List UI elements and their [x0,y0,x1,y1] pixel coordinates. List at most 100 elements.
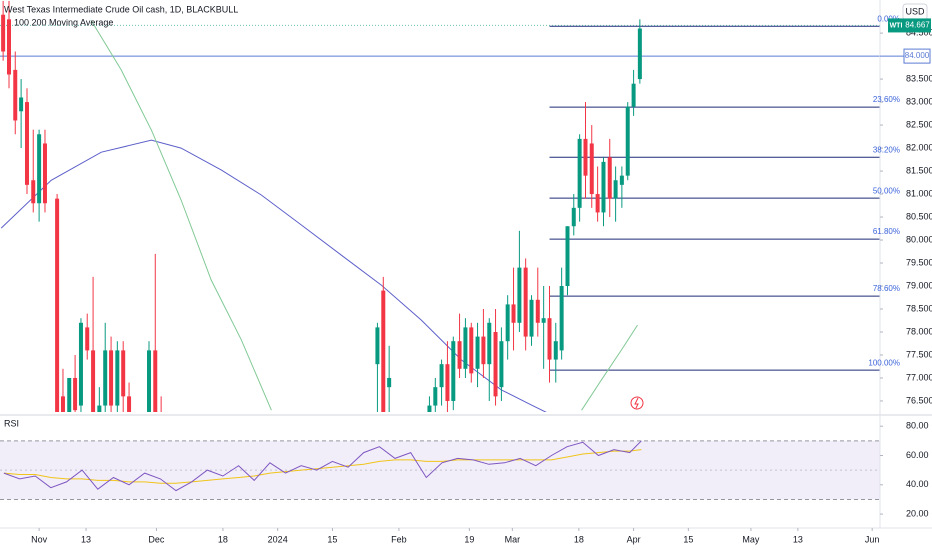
candle-body [463,327,468,369]
x-tick-label: Dec [148,534,165,544]
y-tick-label: 84.500 [906,27,932,37]
y-tick-label: 81.500 [906,165,932,175]
candle-body [115,350,120,406]
fib-label: 50.00% [873,186,900,195]
symbol: WTI [890,22,903,29]
price-pane [0,0,880,412]
candle-body [559,286,564,351]
candle-body [493,331,498,397]
candle-body [505,304,510,342]
candle-body [511,304,516,323]
x-tick-label: 13 [793,534,803,544]
candle-body [499,341,504,388]
fib-label: 23.60% [873,95,900,104]
candle-body [577,138,582,208]
candle-body [381,290,386,412]
candle-body [535,299,540,323]
event-icon[interactable] [630,396,644,410]
y-tick-label: 76.500 [906,395,932,405]
candle-body [553,341,558,360]
candle-body [517,267,522,323]
candle-body [153,350,158,412]
y-tick-label: 83.500 [906,73,932,83]
rsi-label: RSI [4,418,19,428]
candle-body [589,143,594,195]
candle-body [607,157,612,199]
candle-body [97,405,102,412]
candle-body [103,350,108,406]
price-line-box [903,48,931,64]
candle-body [595,194,600,213]
candle-body [529,299,534,337]
candle-body [565,226,570,287]
candle-body [469,327,474,374]
candle-body [631,83,636,107]
rsi-tick-label: 40.00 [906,479,929,489]
candle-body [91,350,96,412]
y-tick-label: 83.000 [906,96,932,106]
y-tick-label: 80.000 [906,234,932,244]
candle-body [147,350,152,412]
chart-title: West Texas Intermediate Crude Oil cash, … [4,4,238,14]
rsi-tick-label: 80.00 [906,421,929,431]
rsi-tick-label: 60.00 [906,450,929,460]
y-tick-label: 81.000 [906,188,932,198]
x-tick-label: Apr [627,534,641,544]
x-tick-label: 18 [574,534,584,544]
candle-body [601,161,606,213]
x-tick-label: 19 [464,534,474,544]
y-tick-label: 79.000 [906,280,932,290]
candle-body [127,396,132,412]
y-tick-label: 78.000 [906,326,932,336]
candle-body [541,318,546,323]
rsi-pane [0,440,880,500]
candle-body [481,336,486,365]
price-line-label: 84.000 [905,51,930,60]
candle-body [433,387,438,406]
candle-body [37,134,42,204]
y-tick-label: 79.500 [906,257,932,267]
candle-body [13,69,18,121]
moving-average [90,19,638,411]
candle-body [439,364,444,388]
x-tick-label: May [742,534,760,544]
candle-body [67,377,72,412]
x-tick-label: 15 [327,534,337,544]
candle-body [42,143,47,204]
candle-body [619,175,624,185]
candle-body [637,28,642,80]
event-icon-bolt [634,397,639,409]
candle-body [375,327,380,365]
fib-label: 78.60% [873,284,900,293]
candle-body [31,180,36,204]
candle-body [24,102,29,185]
candle-body [55,198,60,412]
candle-body [85,327,90,351]
candle-body [547,318,552,360]
x-tick-label: Feb [391,534,407,544]
y-tick-label: 80.500 [906,211,932,221]
candle-body [109,350,114,406]
x-tick-label: 2024 [268,534,288,544]
candle-body [6,19,11,75]
x-tick-label: Mar [505,534,521,544]
y-tick-label: 82.000 [906,142,932,152]
fib-label: 61.80% [873,227,900,236]
x-tick-label: 15 [683,534,693,544]
candle-body [387,377,392,388]
candle-body [475,336,480,369]
candle-body [583,138,588,176]
fib-label: 100.00% [868,358,900,367]
y-tick-label: 82.500 [906,119,932,129]
indicator-label: 100 200 Moving Average [14,17,113,27]
rsi-line [3,440,642,492]
candle-body [60,396,65,412]
candle-body [121,350,126,397]
candle-body [73,377,78,411]
x-tick-label: Jun [865,534,880,544]
rsi-tick-label: 20.00 [906,508,929,518]
moving-average [0,139,547,412]
currency: USD [905,6,925,16]
